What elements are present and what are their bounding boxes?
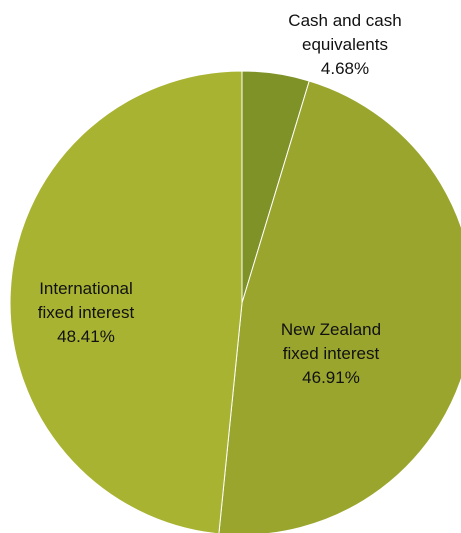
slice-label-line: equivalents: [302, 35, 388, 54]
slice-label-0: Cash and cash equivalents 4.68%: [288, 11, 401, 78]
slice-label-line: New Zealand: [281, 320, 381, 339]
slice-label-line: fixed interest: [283, 344, 380, 363]
pie-slice-1: [218, 80, 461, 533]
slice-label-line: Cash and cash: [288, 11, 401, 30]
pie-labels: Cash and cash equivalents 4.68% New Zealand…: [38, 11, 402, 387]
slice-label-line: 48.41%: [57, 327, 115, 346]
slice-label-line: 46.91%: [302, 368, 360, 387]
slice-label-line: 4.68%: [321, 59, 369, 78]
slice-label-2: International fixed interest 48.41%: [38, 279, 135, 346]
slice-label-line: International: [39, 279, 133, 298]
pie-slices: [9, 70, 461, 533]
slice-label-line: fixed interest: [38, 303, 135, 322]
slice-label-1: New Zealand fixed interest 46.91%: [281, 320, 381, 387]
pie-slice-2: [9, 70, 243, 533]
